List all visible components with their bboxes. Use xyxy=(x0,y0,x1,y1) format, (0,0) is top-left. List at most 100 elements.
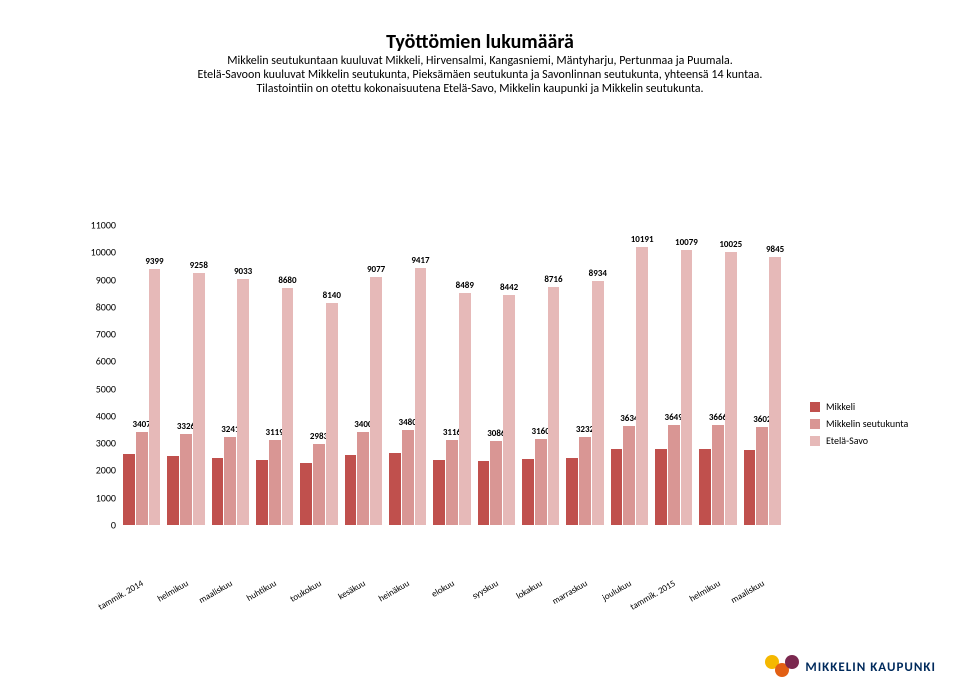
bar xyxy=(579,437,591,525)
legend-swatch xyxy=(810,402,820,412)
legend-swatch xyxy=(810,419,820,429)
y-tick: 1000 xyxy=(96,491,116,504)
bar xyxy=(769,257,781,526)
y-tick: 4000 xyxy=(96,409,116,422)
bar-label: 9258 xyxy=(190,260,208,271)
legend-item: Etelä-Savo xyxy=(810,434,945,447)
bar xyxy=(490,441,502,525)
bar xyxy=(459,293,471,525)
bar xyxy=(256,460,268,525)
bar xyxy=(478,461,490,525)
chart-subtitle-3: Tilastointiin on otettu kokonaisuutena E… xyxy=(0,82,960,96)
bar xyxy=(370,277,382,525)
y-axis: 0100020003000400050006000700080009000100… xyxy=(75,225,120,525)
chart-subtitle-1: Mikkelin seutukuntaan kuuluvat Mikkeli, … xyxy=(0,54,960,68)
y-tick: 3000 xyxy=(96,437,116,450)
bar xyxy=(636,247,648,525)
y-tick: 8000 xyxy=(96,300,116,313)
bar-label: 8489 xyxy=(456,280,474,291)
y-tick: 5000 xyxy=(96,382,116,395)
bar xyxy=(725,252,737,525)
chart-area: 0 1000 2000 3000 4000 5000 6000 7000 8000 9000 100… xyxy=(75,225,795,565)
plot: 3407939933269258324190333119868029838140… xyxy=(120,225,785,525)
bar-label: 10191 xyxy=(631,234,654,245)
chart-title: Työttömien lukumäärä xyxy=(0,30,960,54)
bar-label: 9417 xyxy=(411,255,429,266)
x-axis: tammik. 2014helmikuumaaliskuuhuhtikuutou… xyxy=(120,525,785,565)
bar-label: 9077 xyxy=(367,264,385,275)
y-tick: 2000 xyxy=(96,464,116,477)
bar xyxy=(212,458,224,525)
bar-label: 8680 xyxy=(278,275,296,286)
legend: Mikkeli Mikkelin seutukunta Etelä-Savo xyxy=(810,400,945,451)
bar-label: 10079 xyxy=(675,237,698,248)
bar xyxy=(389,453,401,525)
bar-label: 10025 xyxy=(719,239,742,250)
bar xyxy=(623,426,635,525)
bar xyxy=(224,437,236,525)
bar xyxy=(756,427,768,525)
bar-label: 9399 xyxy=(145,256,163,267)
logo: MIKKELIN KAUPUNKI xyxy=(765,655,936,679)
legend-label: Mikkeli xyxy=(826,400,855,413)
x-label: huhtikuu xyxy=(245,578,279,604)
x-label: maaliskuu xyxy=(197,578,234,606)
bar xyxy=(548,287,560,525)
x-label: helmikuu xyxy=(155,578,190,605)
bar xyxy=(269,440,281,525)
bar xyxy=(402,430,414,525)
bar xyxy=(282,288,294,525)
y-tick: 0 xyxy=(111,519,116,532)
y-tick: 7000 xyxy=(96,328,116,341)
legend-label: Mikkelin seutukunta xyxy=(826,417,908,430)
bar xyxy=(522,459,534,525)
x-label: marraskuu xyxy=(550,578,589,607)
bar xyxy=(357,432,369,525)
bar xyxy=(313,444,325,525)
bar xyxy=(415,268,427,525)
bar xyxy=(237,279,249,525)
bar xyxy=(123,454,135,525)
chart-subtitle-2: Etelä-Savoon kuuluvat Mikkelin seutukunt… xyxy=(0,68,960,82)
x-label: toukokuu xyxy=(288,578,323,605)
x-label: kesäkuu xyxy=(336,578,367,602)
x-label: tammik. 2015 xyxy=(629,578,678,613)
bar xyxy=(655,449,667,525)
bar-label: 8934 xyxy=(589,268,607,279)
bar xyxy=(592,281,604,525)
bar xyxy=(300,463,312,525)
bar xyxy=(503,295,515,525)
bar xyxy=(326,303,338,525)
bar xyxy=(136,432,148,525)
bar-label: 8442 xyxy=(500,282,518,293)
legend-swatch xyxy=(810,436,820,446)
x-label: lokakuu xyxy=(514,578,544,602)
bar xyxy=(180,434,192,525)
x-label: elokuu xyxy=(429,578,456,600)
bar-label: 9033 xyxy=(234,266,252,277)
title-block: Työttömien lukumäärä Mikkelin seutukunta… xyxy=(0,30,960,96)
bar-label: 8140 xyxy=(323,290,341,301)
bar-label: 8716 xyxy=(544,274,562,285)
bar xyxy=(611,449,623,525)
bar-label: 9845 xyxy=(766,244,784,255)
y-tick: 10000 xyxy=(91,246,116,259)
bar xyxy=(566,458,578,525)
bar xyxy=(446,440,458,525)
page: Työttömien lukumäärä Mikkelin seutukunta… xyxy=(0,0,960,697)
x-label: maaliskuu xyxy=(729,578,766,606)
bar xyxy=(668,425,680,525)
bar xyxy=(345,455,357,525)
bar xyxy=(744,450,756,525)
legend-item: Mikkeli xyxy=(810,400,945,413)
y-tick: 6000 xyxy=(96,355,116,368)
bar xyxy=(167,456,179,525)
x-label: joulukuu xyxy=(600,578,633,603)
legend-label: Etelä-Savo xyxy=(826,434,868,447)
logo-icon xyxy=(765,655,799,679)
bar xyxy=(193,273,205,525)
bar xyxy=(699,449,711,525)
y-tick: 9000 xyxy=(96,273,116,286)
legend-item: Mikkelin seutukunta xyxy=(810,417,945,430)
bar xyxy=(681,250,693,525)
